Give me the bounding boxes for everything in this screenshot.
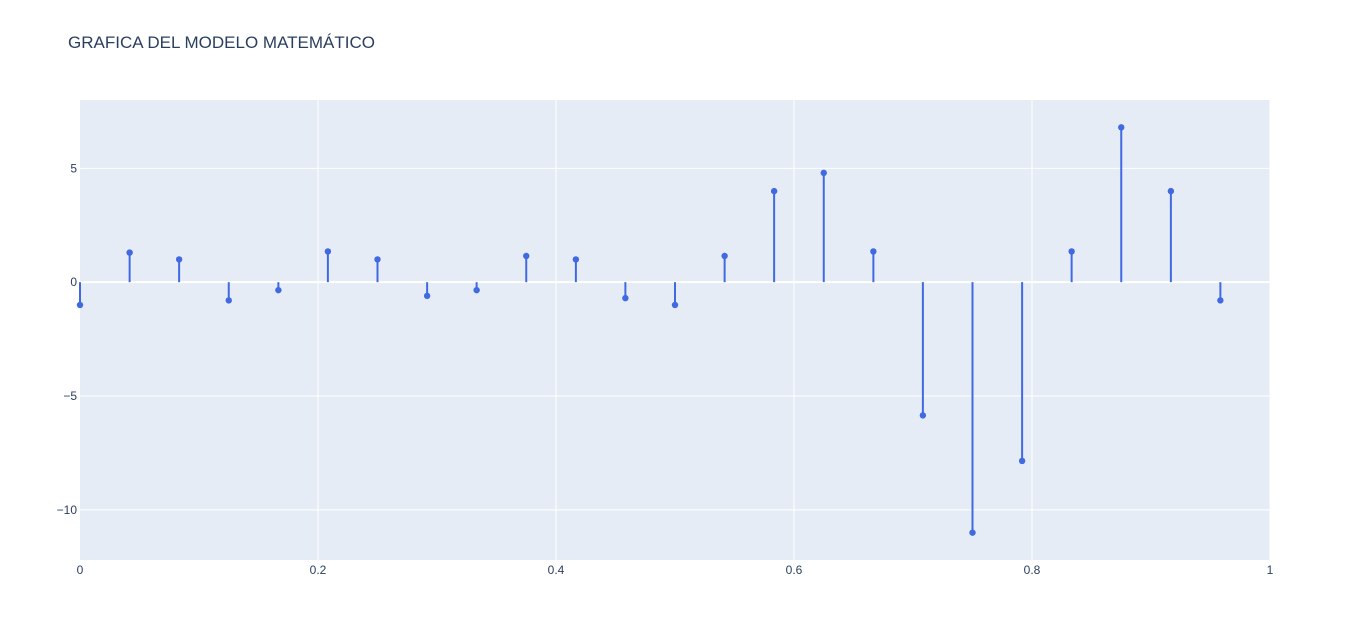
stem-mark[interactable]	[126, 249, 133, 283]
stem-mark[interactable]	[473, 282, 480, 294]
stem-mark[interactable]	[820, 169, 827, 283]
stem-mark[interactable]	[919, 282, 927, 419]
stem-point[interactable]	[572, 256, 580, 263]
stem-mark[interactable]	[622, 282, 629, 302]
stem-point[interactable]	[374, 256, 381, 263]
stem-point[interactable]	[671, 301, 679, 309]
stem-mark[interactable]	[721, 252, 728, 283]
stem-point[interactable]	[76, 301, 84, 309]
stem-mark[interactable]	[175, 256, 183, 283]
stem-point[interactable]	[423, 292, 431, 300]
stem-mark[interactable]	[572, 256, 580, 283]
stem-point[interactable]	[721, 252, 728, 260]
y-tick-label: −5	[63, 389, 77, 403]
y-tick-label: 5	[70, 161, 77, 175]
stem-point[interactable]	[1068, 248, 1075, 255]
x-tick-label: 0.4	[548, 563, 565, 577]
stem-point[interactable]	[473, 286, 480, 294]
y-tick-label: −10	[57, 503, 78, 517]
stem-mark[interactable]	[225, 282, 232, 304]
x-tick-label: 0.2	[310, 563, 327, 577]
x-tick-label: 1	[1267, 563, 1274, 577]
stem-point[interactable]	[324, 248, 332, 255]
stem-point[interactable]	[275, 286, 282, 294]
stem-mark[interactable]	[1018, 282, 1026, 465]
x-tick-label: 0	[77, 563, 84, 577]
stem-mark[interactable]	[374, 256, 381, 283]
stem-mark[interactable]	[423, 282, 431, 300]
stem-mark[interactable]	[1068, 248, 1075, 283]
stem-point[interactable]	[1217, 297, 1224, 304]
stem-mark[interactable]	[1167, 187, 1175, 283]
plot-area	[80, 100, 1270, 560]
stem-point[interactable]	[820, 169, 827, 177]
stem-mark[interactable]	[324, 248, 332, 283]
stem-mark[interactable]	[969, 282, 976, 536]
stem-point[interactable]	[225, 297, 232, 304]
stem-point[interactable]	[1167, 187, 1175, 195]
stem-point[interactable]	[175, 256, 183, 263]
stem-point[interactable]	[126, 249, 133, 256]
stem-point[interactable]	[523, 252, 530, 260]
stem-series[interactable]	[76, 124, 1224, 536]
stem-point[interactable]	[919, 412, 927, 419]
stem-mark[interactable]	[671, 282, 679, 309]
stem-point[interactable]	[770, 187, 778, 195]
stem-point[interactable]	[1018, 457, 1026, 465]
stem-mark[interactable]	[870, 248, 877, 283]
chart-title: GRAFICA DEL MODELO MATEMÁTICO	[68, 33, 375, 52]
y-tick-label: 0	[70, 275, 77, 289]
y-axis-ticks: 5 0 −5 −10	[57, 161, 78, 517]
x-tick-label: 0.6	[786, 563, 803, 577]
stem-mark[interactable]	[523, 252, 530, 283]
stem-mark[interactable]	[76, 282, 84, 309]
stem-point[interactable]	[969, 529, 976, 536]
stem-mark[interactable]	[1217, 282, 1224, 304]
stem-mark[interactable]	[1118, 124, 1125, 283]
stem-mark[interactable]	[275, 282, 282, 294]
x-tick-label: 0.8	[1024, 563, 1041, 577]
x-axis-ticks: 0 0.2 0.4 0.6 0.8 1	[77, 563, 1274, 577]
stem-mark[interactable]	[770, 187, 778, 283]
stem-point[interactable]	[870, 248, 877, 255]
stem-point[interactable]	[1118, 124, 1125, 131]
stem-point[interactable]	[622, 294, 629, 302]
